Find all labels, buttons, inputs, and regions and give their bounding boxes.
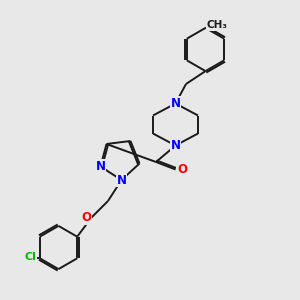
Text: N: N [170, 97, 181, 110]
Text: O: O [177, 163, 187, 176]
Text: Cl: Cl [24, 252, 36, 262]
Text: N: N [170, 139, 181, 152]
Text: CH₃: CH₃ [206, 20, 227, 31]
Text: O: O [81, 211, 91, 224]
Text: N: N [95, 160, 106, 173]
Text: N: N [116, 173, 127, 187]
